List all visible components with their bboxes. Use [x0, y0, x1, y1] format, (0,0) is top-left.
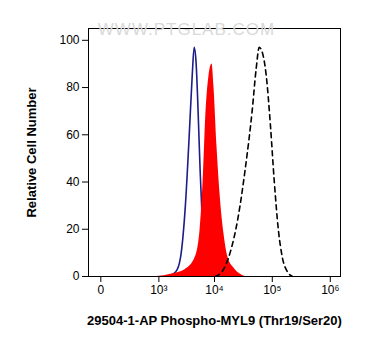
svg-text:10⁶: 10⁶: [321, 283, 339, 297]
svg-text:20: 20: [66, 222, 80, 236]
html-text:WWW.PTGLAB.COM: WWW.PTGLAB.COM: [97, 20, 276, 39]
svg-text:80: 80: [66, 80, 80, 94]
svg-text:100: 100: [59, 33, 79, 47]
svg-text:10⁵: 10⁵: [263, 283, 281, 297]
svg-text:60: 60: [66, 128, 80, 142]
svg-text:Relative Cell Number: Relative Cell Number: [24, 87, 39, 217]
svg-text:0: 0: [73, 269, 80, 283]
svg-text:10³: 10³: [150, 283, 167, 297]
svg-text:10⁴: 10⁴: [205, 283, 224, 297]
svg-text:40: 40: [66, 175, 80, 189]
svg-text:29504-1-AP Phospho-MYL9 (Thr19: 29504-1-AP Phospho-MYL9 (Thr19/Ser20): [87, 313, 342, 328]
svg-text:0: 0: [97, 283, 104, 297]
